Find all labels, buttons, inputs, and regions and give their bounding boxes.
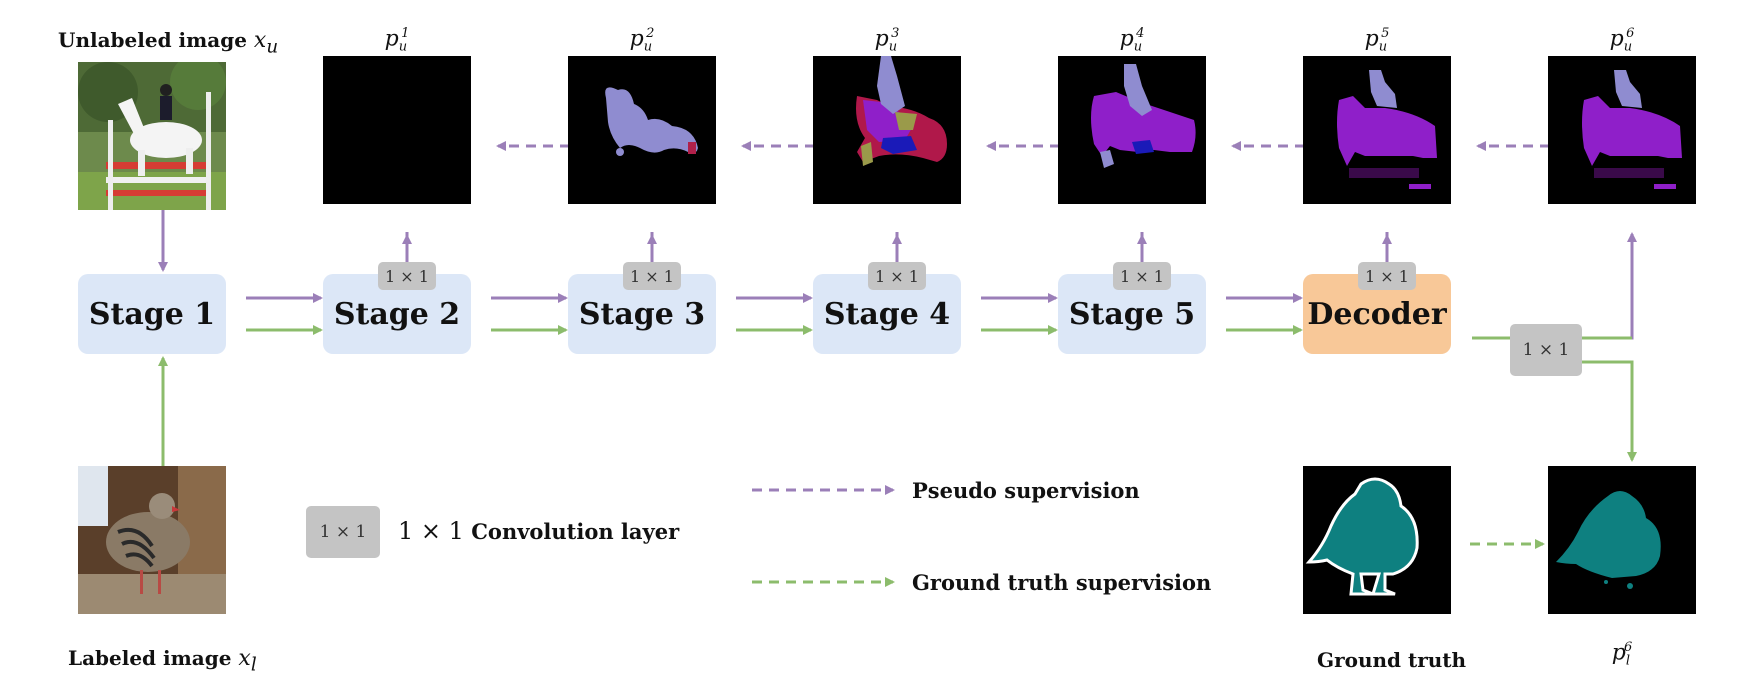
labeled-bird-photo xyxy=(78,466,226,614)
stage-1: Stage 1 xyxy=(78,274,226,354)
conv-1x1-stage4: 1 × 1 xyxy=(868,262,926,290)
title-p6u: pu6 xyxy=(1609,26,1635,55)
labeled-image-label: Labeled image xl xyxy=(68,646,257,676)
title-p5: pu5 xyxy=(1364,26,1390,55)
stage-3: Stage 3 xyxy=(568,274,716,354)
conv-1x1-decoder-right: 1 × 1 xyxy=(1510,324,1582,376)
prediction-map-p5 xyxy=(1303,56,1451,204)
prediction-map-p4 xyxy=(1058,56,1206,204)
title-p2: pu2 xyxy=(629,26,655,55)
legend-conv-text: 1 × 1 Convolution layer xyxy=(398,517,680,545)
prediction-map-p3 xyxy=(813,56,961,204)
arrow-dec-to-p6u xyxy=(1472,232,1637,340)
conv-1x1-stage2: 1 × 1 xyxy=(378,262,436,290)
prediction-map-p1 xyxy=(323,56,471,204)
legend-gt-text: Ground truth supervision xyxy=(912,570,1212,595)
conv-1x1-decoder-up: 1 × 1 xyxy=(1358,262,1416,290)
title-p3: pu3 xyxy=(874,26,900,55)
legend-pseudo-text: Pseudo supervision xyxy=(912,478,1140,503)
ground-truth-map xyxy=(1303,466,1451,614)
title-p6l: pl6 xyxy=(1611,640,1633,669)
prediction-map-p2 xyxy=(568,56,716,204)
title-p1: pu1 xyxy=(384,26,410,55)
ground-truth-label: Ground truth xyxy=(1317,648,1467,672)
labeled-prediction-map xyxy=(1548,466,1696,614)
legend-conv-box: 1 × 1 xyxy=(306,506,380,558)
prediction-map-p6u xyxy=(1548,56,1696,204)
conv-1x1-stage5: 1 × 1 xyxy=(1113,262,1171,290)
title-p4: pu4 xyxy=(1119,26,1145,55)
conv-1x1-stage3: 1 × 1 xyxy=(623,262,681,290)
unlabeled-image-label: Unlabeled image xu xyxy=(58,28,279,58)
unlabeled-horse-photo xyxy=(78,62,226,210)
